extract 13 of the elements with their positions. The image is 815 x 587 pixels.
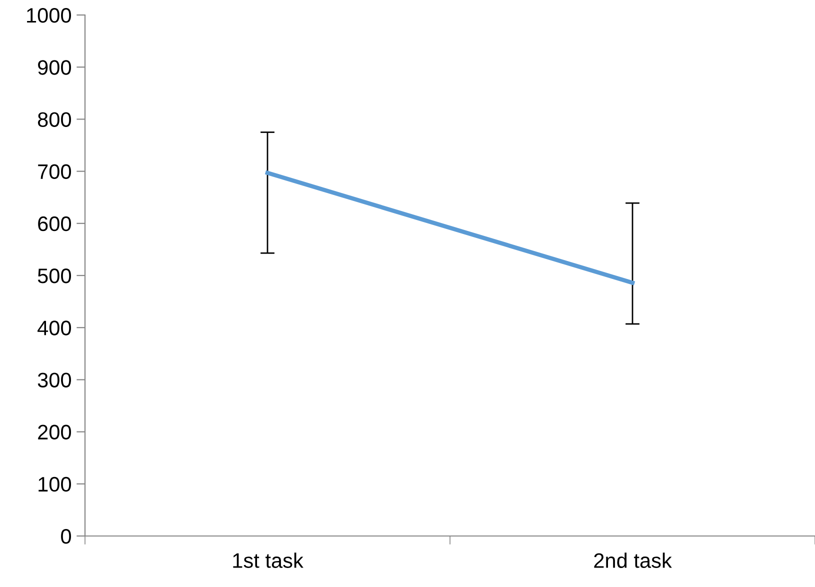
y-tick-label: 900 [38, 60, 71, 75]
y-tick-label: 300 [38, 372, 71, 388]
y-tick-label: 100 [38, 476, 71, 492]
y-tick-label: 200 [38, 424, 71, 440]
x-tick-label: 1st task [233, 552, 304, 568]
y-tick-label: 600 [38, 216, 71, 232]
y-tick-label: 1000 [27, 8, 71, 23]
y-tick-label: 500 [38, 268, 71, 284]
y-tick-label: 400 [38, 320, 71, 336]
x-tick-label: 2nd task [594, 552, 672, 568]
y-tick-label: 0 [61, 529, 71, 544]
y-tick-label: 700 [38, 164, 71, 180]
y-tick-label: 800 [38, 112, 71, 127]
